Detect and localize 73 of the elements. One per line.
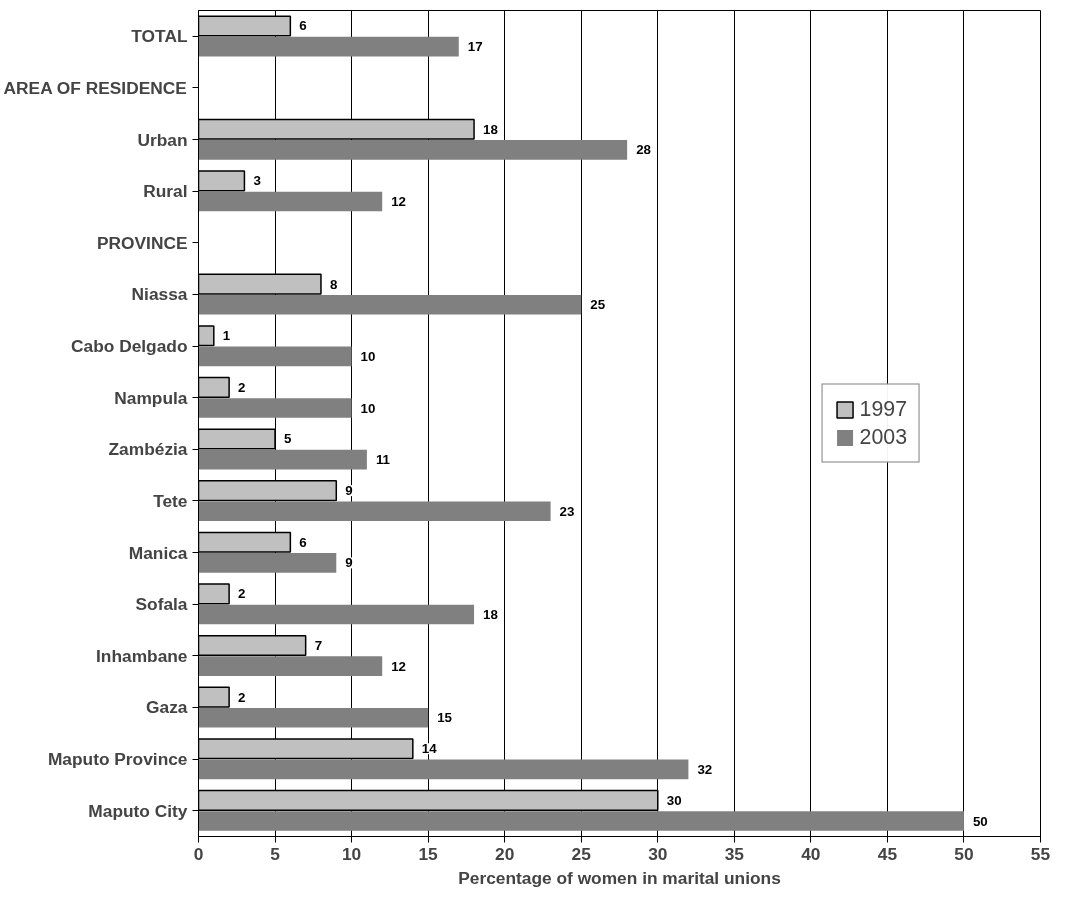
- bar: [198, 294, 582, 315]
- data-label: 14: [421, 741, 438, 757]
- bar: [198, 36, 459, 57]
- data-label: 15: [437, 710, 453, 726]
- data-label: 7: [314, 637, 323, 653]
- data-label: 6: [299, 18, 307, 34]
- y-tick-label: Nampula: [114, 387, 188, 408]
- data-label: 18: [483, 121, 498, 137]
- x-tick-label: 0: [193, 843, 204, 864]
- data-label: 30: [666, 792, 682, 808]
- data-label: 25: [590, 297, 606, 313]
- data-label: 17: [467, 39, 483, 55]
- data-label: 11: [375, 452, 391, 468]
- x-tick-label: 50: [954, 843, 974, 864]
- data-label: 10: [360, 400, 376, 416]
- bar: [198, 191, 383, 212]
- data-label: 50: [972, 813, 988, 829]
- data-label: 3: [253, 173, 261, 189]
- data-label: 23: [559, 503, 575, 519]
- bar: [198, 140, 628, 160]
- y-tick-label: Rural: [143, 181, 188, 202]
- x-tick-label: 45: [877, 843, 898, 864]
- data-label: 9: [345, 483, 353, 499]
- y-tick-label: Urban: [137, 129, 188, 150]
- data-label: 8: [329, 276, 338, 292]
- data-label: 5: [284, 431, 293, 447]
- data-label: 12: [391, 658, 407, 674]
- y-tick-label: Zambézia: [108, 439, 188, 460]
- x-tick-label: 55: [1030, 843, 1051, 864]
- data-label: 1: [222, 328, 231, 344]
- y-tick-label: AREA OF RESIDENCE: [3, 77, 187, 98]
- data-label: 2: [238, 689, 246, 705]
- legend-label: 1997: [859, 396, 907, 422]
- y-tick-label: Cabo Delgado: [71, 336, 188, 357]
- y-tick-label: Manica: [128, 542, 188, 563]
- bar: [198, 811, 964, 831]
- bar: [198, 501, 551, 522]
- legend-label: 2003: [859, 424, 907, 450]
- x-tick-label: 25: [571, 843, 592, 864]
- data-label: 2: [238, 379, 246, 395]
- bar: [198, 604, 475, 625]
- bar: [198, 707, 429, 728]
- bar: [198, 398, 352, 418]
- x-tick-label: 40: [801, 843, 821, 864]
- data-label: 28: [636, 142, 651, 158]
- x-tick-label: 5: [270, 843, 281, 864]
- x-tick-label: 35: [724, 843, 745, 864]
- y-tick-label: Sofala: [135, 594, 188, 615]
- y-tick-label: TOTAL: [131, 26, 188, 47]
- x-tick-label: 10: [341, 843, 362, 864]
- data-label: 32: [697, 761, 713, 777]
- x-tick-label: 15: [418, 843, 439, 864]
- y-tick-label: PROVINCE: [96, 232, 188, 253]
- bar: [198, 553, 337, 573]
- y-tick-label: Tete: [153, 490, 188, 511]
- y-tick-label: Niassa: [131, 284, 188, 305]
- y-tick-label: Maputo City: [88, 800, 188, 821]
- x-tick-label: 20: [495, 843, 515, 864]
- bar: [198, 656, 383, 676]
- x-tick-label: 30: [648, 843, 668, 864]
- data-label: 2: [238, 586, 246, 602]
- y-tick-label: Inhambane: [96, 645, 188, 666]
- y-tick-label: Gaza: [146, 697, 188, 718]
- bar: [198, 759, 689, 780]
- bar: [198, 449, 367, 470]
- bar: [198, 346, 352, 367]
- data-label: 6: [299, 534, 307, 550]
- data-label: 18: [483, 607, 498, 623]
- x-axis-title: Percentage of women in marital unions: [458, 867, 781, 888]
- data-label: 9: [345, 555, 353, 571]
- data-label: 10: [360, 348, 376, 364]
- data-label: 12: [391, 194, 407, 210]
- y-tick-label: Maputo Province: [47, 749, 188, 770]
